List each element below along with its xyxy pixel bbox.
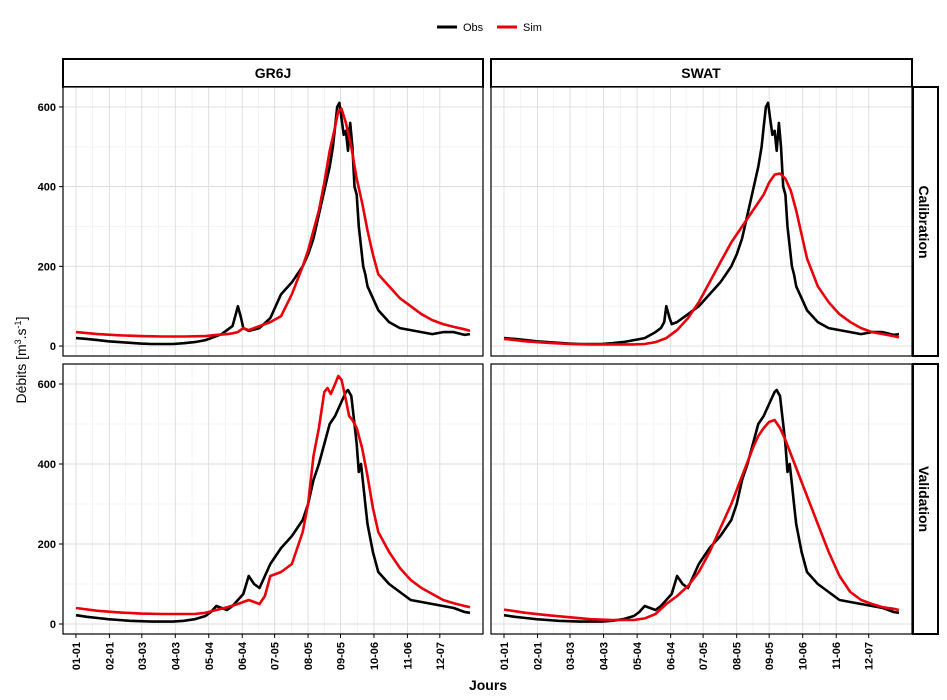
panel-background — [63, 87, 483, 356]
panel-swat-validation: 01-01 02-01 03-03 04-03 05-04 06-04 07-05 08-05… — [490, 363, 913, 670]
x-tick-label: 02-01 — [104, 642, 116, 670]
series-line-obs — [75, 101, 471, 346]
column-strip-swat: SWAT — [490, 58, 913, 88]
y-tick-label: 200 — [38, 261, 56, 273]
x-tick-label: 05-04 — [204, 641, 216, 670]
series-line-sim — [503, 172, 900, 346]
y-tick-label: 400 — [38, 182, 56, 194]
x-tick-label: 06-04 — [666, 641, 678, 670]
series-line-sim — [75, 374, 471, 616]
panel-border — [490, 363, 913, 635]
y-tick-label: 0 — [50, 341, 56, 353]
panels-group: 0 200 400 600 0 200 400 600 01-01 02-01 03-03 04-03… — [38, 86, 913, 670]
panel-border — [62, 86, 484, 357]
legend-label-sim: Sim — [523, 22, 542, 34]
x-tick-label: 05-04 — [632, 641, 644, 670]
x-axis-title: Jours — [469, 677, 507, 693]
x-tick-label: 01-01 — [499, 642, 511, 670]
x-tick-label: 10-06 — [369, 642, 381, 670]
panel-gr6j-validation: 0 200 400 600 01-01 02-01 03-03 04-03 05-04 06-04… — [38, 363, 484, 670]
chart-legend: Obs Sim — [437, 22, 542, 34]
panel-background — [63, 364, 483, 634]
series-line-sim — [503, 418, 900, 622]
y-tick-label: 0 — [50, 619, 56, 631]
x-tick-label: 06-04 — [237, 641, 249, 670]
x-tick-label: 04-03 — [599, 642, 611, 670]
x-tick-label: 08-05 — [732, 642, 744, 670]
x-tick-label: 11-06 — [402, 642, 414, 670]
panel-background — [491, 364, 912, 634]
x-tick-label: 12-07 — [864, 642, 876, 670]
x-tick-label: 08-05 — [303, 642, 315, 670]
y-tick-label: 600 — [38, 102, 56, 114]
x-tick-label: 03-03 — [137, 642, 149, 670]
x-tick-label: 03-03 — [565, 642, 577, 670]
series-line-sim — [75, 107, 471, 338]
panel-border — [490, 86, 913, 357]
panel-border — [62, 363, 484, 635]
column-strip-gr6j: GR6J — [62, 58, 484, 88]
x-tick-label: 01-01 — [71, 642, 83, 670]
row-strip-validation: Validation — [912, 363, 939, 635]
y-tick-label: 400 — [38, 459, 56, 471]
x-tick-label: 09-05 — [335, 642, 347, 670]
panel-background — [491, 87, 912, 356]
panel-swat-calibration — [490, 86, 913, 357]
x-tick-label: 12-07 — [435, 642, 447, 670]
x-tick-label: 07-05 — [270, 642, 282, 670]
x-tick-label: 02-01 — [533, 642, 545, 670]
row-strip-label-validation: Validation — [916, 466, 932, 532]
x-tick-label: 09-05 — [764, 642, 776, 670]
x-tick-label: 10-06 — [798, 642, 810, 670]
series-line-obs — [503, 388, 900, 623]
row-strip-label-calibration: Calibration — [916, 185, 932, 258]
y-tick-label: 200 — [38, 539, 56, 551]
column-strip-label-swat: SWAT — [681, 65, 721, 81]
row-strip-calibration: Calibration — [912, 86, 939, 357]
x-tick-label: 11-06 — [831, 642, 843, 670]
legend-label-obs: Obs — [463, 22, 484, 34]
x-tick-label: 04-03 — [170, 642, 182, 670]
column-strip-label-gr6j: GR6J — [255, 65, 292, 81]
x-tick-label: 07-05 — [698, 642, 710, 670]
y-axis-title: Débits [m3.s-1] — [13, 317, 29, 404]
y-tick-label: 600 — [38, 379, 56, 391]
panel-gr6j-calibration: 0 200 400 600 — [38, 86, 484, 357]
